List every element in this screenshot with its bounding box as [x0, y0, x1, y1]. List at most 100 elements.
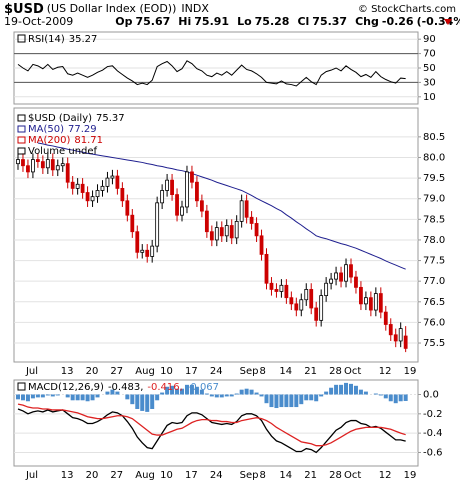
quote-label: Op: [115, 15, 132, 28]
x-tick-label: 19: [404, 366, 417, 377]
x-tick-label: 24: [210, 470, 223, 481]
candle-body: [239, 200, 244, 222]
legend-icon: [17, 125, 26, 133]
histogram-bar: [30, 394, 35, 399]
histogram-bar: [289, 394, 294, 408]
x-tick-label: 8: [260, 366, 266, 377]
legend-entry: $USD (Daily) 75.37: [28, 113, 125, 124]
candle-body: [190, 171, 194, 183]
histogram-bar: [363, 391, 368, 395]
histogram-bar: [80, 394, 85, 401]
candle-body: [339, 272, 343, 282]
x-tick-label: 27: [110, 470, 123, 481]
candle-body: [125, 200, 130, 216]
quote-value: 75.28: [255, 15, 290, 28]
histogram-bar: [334, 384, 339, 395]
candle-body: [329, 278, 334, 284]
candle-body: [95, 190, 100, 198]
histogram-bar: [264, 394, 269, 404]
x-tick-label: Jul: [25, 470, 38, 481]
x-tick-label: 28: [329, 366, 342, 377]
histogram-bar: [204, 393, 209, 395]
candle-body: [393, 334, 398, 342]
histogram-bar: [393, 394, 398, 404]
legend-value: 35.27: [69, 34, 98, 45]
histogram-bar: [284, 394, 289, 408]
legend-entry: Volume undef: [28, 146, 98, 157]
x-tick-label: 8: [260, 470, 266, 481]
histogram-bar: [378, 394, 383, 396]
candle-body: [70, 181, 75, 189]
candle-body: [26, 165, 30, 173]
candle-body: [334, 272, 338, 280]
candle-body: [185, 171, 189, 208]
x-tick-label: 21: [304, 366, 317, 377]
candle-body: [279, 284, 284, 292]
histogram-bar: [20, 394, 25, 401]
histogram-bar: [309, 394, 314, 401]
candle-body: [105, 177, 110, 187]
y-tick-label: 90: [423, 34, 436, 45]
x-tick-label: 27: [110, 366, 123, 377]
y-tick-label: 80.0: [423, 152, 445, 163]
x-tick-label: Jul: [25, 366, 38, 377]
legend-value: -0.067: [187, 382, 219, 393]
x-tick-label: 20: [86, 470, 99, 481]
histogram-bar: [229, 394, 234, 397]
quote-label: Lo: [237, 15, 252, 28]
histogram-bar: [189, 384, 194, 395]
histogram-bar: [269, 394, 274, 408]
candle-body: [349, 264, 353, 278]
histogram-bar: [403, 394, 408, 401]
candle-body: [224, 225, 229, 237]
candle-body: [135, 231, 140, 253]
y-tick-label: 75.5: [423, 338, 445, 349]
histogram-bar: [110, 389, 115, 395]
candle-body: [150, 245, 155, 257]
histogram-bar: [65, 394, 70, 398]
candle-body: [398, 328, 403, 342]
histogram-bar: [383, 394, 388, 399]
candle-body: [383, 311, 388, 325]
legend-entry: MA(200) 81.71: [28, 135, 103, 146]
histogram-bar: [35, 394, 40, 398]
x-tick-label: 12: [379, 366, 392, 377]
histogram-bar: [184, 384, 189, 395]
histogram-bar: [50, 394, 55, 397]
x-tick-label: 19: [404, 470, 417, 481]
histogram-bar: [299, 394, 304, 405]
histogram-bar: [259, 394, 264, 397]
candle-body: [304, 289, 309, 301]
histogram-bar: [115, 391, 120, 395]
y-tick-label: 76.0: [423, 317, 445, 328]
candle-body: [90, 196, 95, 202]
candle-body: [388, 324, 393, 336]
candle-body: [274, 289, 279, 292]
candle-body: [65, 163, 70, 183]
candle-body: [45, 159, 50, 169]
y-tick-label: 10: [423, 92, 436, 103]
histogram-bar: [75, 394, 80, 401]
y-tick-label: 78.5: [423, 214, 445, 225]
y-tick-label: -0.4: [423, 428, 443, 439]
histogram-bar: [150, 394, 155, 409]
x-tick-label: 21: [304, 470, 317, 481]
candle-body: [80, 183, 85, 193]
candle-body: [319, 295, 324, 321]
legend-label: $USD (Daily): [28, 113, 92, 124]
candle-body: [170, 179, 174, 195]
candle-body: [219, 227, 224, 237]
histogram-bar: [194, 386, 199, 395]
y-tick-label: 0.0: [423, 389, 439, 400]
quote-label: Cl: [297, 15, 309, 28]
x-tick-label: 10: [160, 470, 173, 481]
histogram-bar: [274, 394, 279, 409]
histogram-bar: [165, 386, 170, 395]
legend-icon: [17, 114, 26, 122]
candle-body: [165, 179, 170, 191]
candle-body: [254, 223, 259, 237]
y-tick-label: 50: [423, 63, 436, 74]
candle-body: [55, 165, 60, 171]
histogram-bar: [140, 394, 145, 411]
